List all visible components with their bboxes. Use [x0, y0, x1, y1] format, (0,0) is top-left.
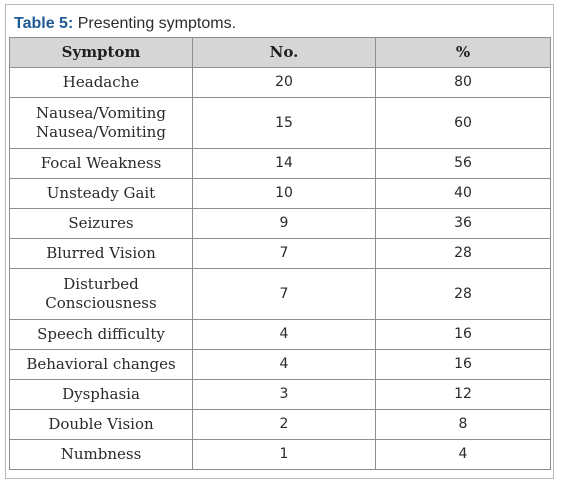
- symptom-text: Behavioral changes: [26, 355, 176, 373]
- symptom-text: Dysphasia: [62, 385, 140, 403]
- table-row: Speech difficulty 4 16: [9, 319, 551, 350]
- count-cell: 14: [192, 148, 376, 179]
- count-cell: 9: [192, 208, 376, 239]
- count-cell: 15: [192, 97, 376, 149]
- table-row: Seizures 9 36: [9, 208, 551, 239]
- table-row: Behavioral changes 4 16: [9, 349, 551, 380]
- percent-cell: 36: [375, 208, 551, 239]
- count-cell: 4: [192, 349, 376, 380]
- percent-cell: 60: [375, 97, 551, 149]
- symptom-cell: Double Vision: [9, 409, 193, 440]
- percent-cell: 28: [375, 238, 551, 269]
- table-caption-text: Presenting symptoms.: [73, 15, 237, 32]
- symptom-text: Consciousness: [45, 294, 157, 312]
- percent-cell: 28: [375, 268, 551, 320]
- percent-cell: 4: [375, 439, 551, 470]
- count-cell: 3: [192, 379, 376, 410]
- symptom-text: Focal Weakness: [40, 154, 162, 172]
- table-body: Headache 20 80 Nausea/Vomiting Nausea/Vomiti…: [9, 67, 551, 470]
- table-row: Dysphasia 3 12: [9, 379, 551, 410]
- count-cell: 10: [192, 178, 376, 209]
- percent-cell: 8: [375, 409, 551, 440]
- header-percent: %: [375, 37, 551, 68]
- symptom-cell: Dysphasia: [9, 379, 193, 410]
- header-symptom: Symptom: [9, 37, 193, 68]
- percent-cell: 16: [375, 349, 551, 380]
- symptom-cell: Disturbed Consciousness: [9, 268, 193, 320]
- symptom-text: Headache: [62, 73, 140, 91]
- symptom-cell: Focal Weakness: [9, 148, 193, 179]
- table-row: Focal Weakness 14 56: [9, 148, 551, 179]
- table-caption: Table 5: Presenting symptoms.: [14, 11, 236, 37]
- symptom-cell: Speech difficulty: [9, 319, 193, 350]
- table-row: Disturbed Consciousness 7 28: [9, 268, 551, 320]
- percent-cell: 16: [375, 319, 551, 350]
- header-count: No.: [192, 37, 376, 68]
- table-row: Blurred Vision 7 28: [9, 238, 551, 269]
- symptom-text: Unsteady Gait: [46, 184, 156, 202]
- symptom-text: Seizures: [68, 214, 134, 232]
- symptom-cell: Unsteady Gait: [9, 178, 193, 209]
- table-row: Nausea/Vomiting Nausea/Vomiting 15 60: [9, 97, 551, 149]
- symptom-cell: Numbness: [9, 439, 193, 470]
- table-frame: Table 5: Presenting symptoms. Symptom No…: [5, 4, 554, 479]
- table-row: Double Vision 2 8: [9, 409, 551, 440]
- symptom-cell: Nausea/Vomiting Nausea/Vomiting: [9, 97, 193, 149]
- table-row: Headache 20 80: [9, 67, 551, 98]
- symptom-cell: Blurred Vision: [9, 238, 193, 269]
- table-row: Unsteady Gait 10 40: [9, 178, 551, 209]
- count-cell: 4: [192, 319, 376, 350]
- percent-cell: 12: [375, 379, 551, 410]
- symptom-text: Numbness: [60, 445, 142, 463]
- symptom-cell: Seizures: [9, 208, 193, 239]
- symptom-text: Blurred Vision: [46, 244, 156, 262]
- table-caption-label: Table 5:: [14, 15, 74, 32]
- count-cell: 20: [192, 67, 376, 98]
- symptom-text: Disturbed: [63, 275, 139, 293]
- symptom-text: Nausea/Vomiting: [36, 123, 166, 141]
- count-cell: 7: [192, 268, 376, 320]
- symptom-text: Double Vision: [48, 415, 154, 433]
- symptom-text: Speech difficulty: [37, 325, 165, 343]
- count-cell: 1: [192, 439, 376, 470]
- percent-cell: 80: [375, 67, 551, 98]
- table-header-row: Symptom No. %: [9, 37, 551, 68]
- percent-cell: 56: [375, 148, 551, 179]
- symptoms-table: Symptom No. % Headache 20 80 Nausea/Vomitin…: [9, 37, 551, 470]
- symptom-cell: Headache: [9, 67, 193, 98]
- percent-cell: 40: [375, 178, 551, 209]
- symptom-cell: Behavioral changes: [9, 349, 193, 380]
- symptom-text: Nausea/Vomiting: [36, 104, 166, 122]
- count-cell: 2: [192, 409, 376, 440]
- count-cell: 7: [192, 238, 376, 269]
- table-row: Numbness 1 4: [9, 439, 551, 470]
